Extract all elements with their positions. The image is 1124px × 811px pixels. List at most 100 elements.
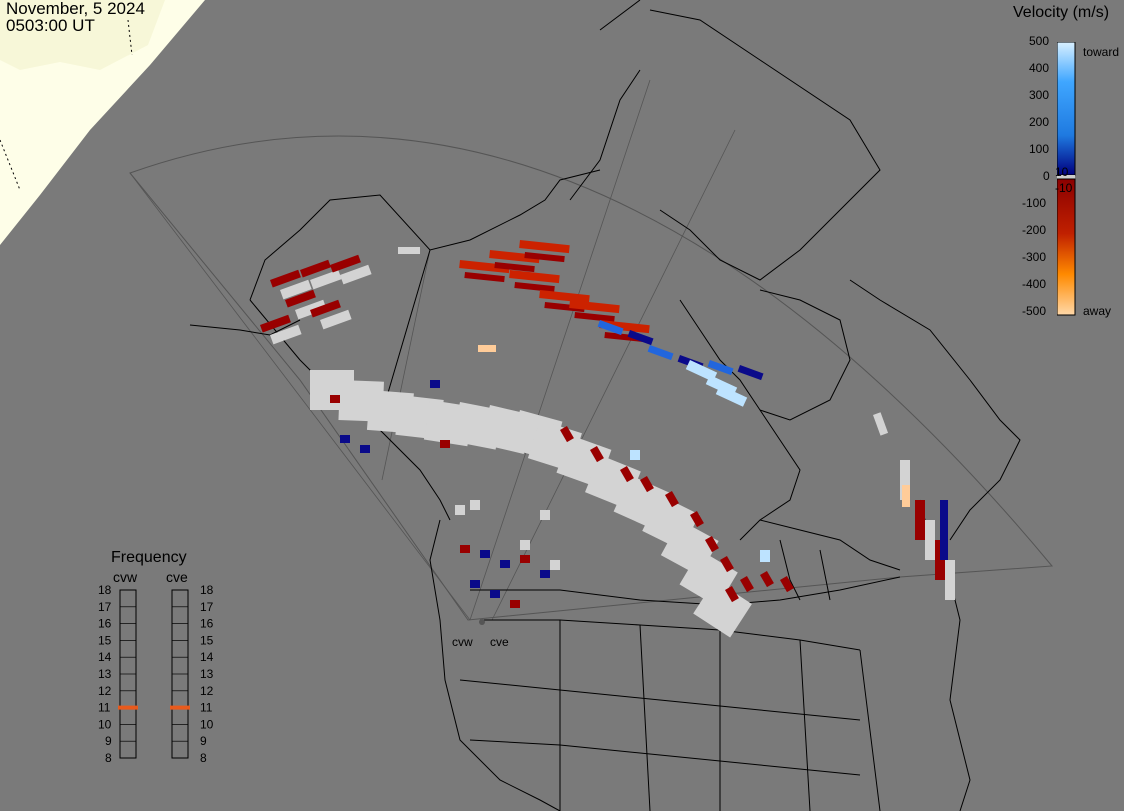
- scatter-cell: [270, 269, 301, 288]
- scatter-cell: [524, 252, 565, 263]
- frequency-tick-right: 18: [200, 585, 214, 597]
- scatter-cell: [285, 289, 316, 308]
- scatter-cell: [330, 395, 340, 403]
- scatter-cell: [340, 264, 372, 285]
- scatter-cell: [902, 485, 910, 507]
- frequency-tick-right: 17: [200, 600, 214, 614]
- velocity-tick: 100: [1029, 142, 1050, 156]
- scatter-cell: [724, 586, 739, 603]
- frequency-tick-right: 11: [200, 701, 213, 715]
- scatter-cell: [540, 570, 550, 578]
- scatter-cell: [693, 580, 752, 638]
- velocity-tick: -400: [1022, 277, 1047, 291]
- scatter-cell: [470, 500, 480, 510]
- away-label: away: [1083, 304, 1112, 318]
- scatter-cell: [685, 360, 718, 382]
- scatter-cell: [737, 365, 764, 381]
- scatter-cell: [398, 247, 420, 254]
- velocity-title: Velocity (m/s): [1013, 4, 1110, 21]
- velocity-tick: -100: [1022, 196, 1047, 210]
- scatter-cell: [873, 412, 889, 436]
- velocity-colorbar: [1057, 42, 1076, 316]
- scatter-cell: [630, 450, 640, 460]
- daylight-ice-region: [0, 0, 165, 70]
- velocity-tick: -200: [1022, 223, 1047, 237]
- scatter-cell: [480, 550, 490, 558]
- scatter-layer: [260, 240, 955, 638]
- frequency-bars: 18 18 17 17 16 16 15 15 14 14 13 13 12 12 11 11 10 10 9 9 8 8: [98, 585, 214, 765]
- scatter-cell: [544, 301, 585, 313]
- station-cvw-label: cvw: [452, 635, 473, 649]
- scatter-cell: [760, 550, 770, 562]
- scatter-cell: [779, 576, 794, 593]
- frequency-tick-left: 11: [98, 701, 111, 715]
- scatter-cell: [510, 600, 520, 608]
- scatter-cell: [569, 300, 620, 314]
- scatter-cell: [440, 440, 450, 448]
- scatter-cell: [455, 505, 465, 515]
- frequency-tick-left: 15: [98, 633, 112, 647]
- scatter-cell: [760, 571, 774, 588]
- scatter-cell: [539, 290, 590, 304]
- near-zero-label-pos: 10: [1055, 165, 1069, 179]
- scatter-cell: [478, 345, 496, 352]
- frequency-tick-right: 9: [200, 734, 207, 748]
- station-cve-label: cve: [490, 635, 509, 649]
- frequency-tick-right: 13: [200, 667, 214, 681]
- scatter-cell: [597, 320, 624, 336]
- scatter-cell: [519, 240, 570, 254]
- frequency-indicator: [170, 705, 190, 710]
- scatter-cell: [459, 260, 510, 274]
- frequency-tick-left: 17: [98, 600, 112, 614]
- terminator-line: [0, 19, 133, 191]
- frequency-tick-left: 8: [105, 751, 112, 765]
- radar-name-cve: cve: [166, 569, 188, 585]
- scatter-cell: [540, 510, 550, 520]
- scatter-cell: [665, 491, 679, 508]
- velocity-tick: 400: [1029, 61, 1050, 75]
- scatter-cell: [494, 262, 535, 273]
- scatter-cell: [599, 320, 650, 334]
- scatter-cell: [310, 299, 341, 318]
- scatter-cell: [739, 576, 754, 593]
- scatter-cell: [704, 536, 719, 553]
- scatter-cell: [945, 560, 955, 600]
- scatter-cell: [360, 445, 370, 453]
- fov-inner-lines: [129, 79, 736, 621]
- scatter-cell: [900, 460, 910, 500]
- scatter-cell: [470, 580, 480, 588]
- scatter-cell: [640, 476, 654, 493]
- frequency-tick-left: 9: [105, 734, 112, 748]
- scatter-cell: [330, 254, 361, 273]
- scatter-cell: [310, 269, 342, 290]
- scatter-cell: [340, 435, 350, 443]
- radar-site-marker: [479, 619, 485, 625]
- scatter-cell: [509, 270, 560, 284]
- scatter-cell: [280, 279, 312, 300]
- scatter-cell: [489, 250, 540, 264]
- frequency-title: Frequency: [111, 549, 187, 566]
- scatter-cell: [715, 384, 748, 407]
- scatter-cell: [619, 466, 634, 483]
- frequency-tick-left: 14: [98, 650, 112, 664]
- date-label: November, 5 2024: [6, 0, 145, 18]
- scatter-cell: [915, 500, 925, 540]
- scatter-cell: [647, 345, 674, 361]
- frequency-indicator: [118, 705, 138, 710]
- velocity-tick: 300: [1029, 88, 1050, 102]
- scatter-cell: [574, 311, 615, 323]
- frequency-tick-left: 10: [98, 717, 112, 731]
- velocity-tick: 200: [1029, 115, 1050, 129]
- scatter-cell: [500, 560, 510, 568]
- scatter-cell: [490, 590, 500, 598]
- frequency-tick-right: 14: [200, 650, 214, 664]
- scatter-cell: [550, 560, 560, 570]
- time-label: 0503:00 UT: [6, 16, 95, 35]
- frequency-tick-left: 13: [98, 667, 112, 681]
- scatter-cell: [604, 332, 645, 343]
- scatter-cell: [590, 446, 604, 463]
- scatter-cell: [295, 299, 327, 320]
- frequency-tick-left: 16: [98, 617, 112, 631]
